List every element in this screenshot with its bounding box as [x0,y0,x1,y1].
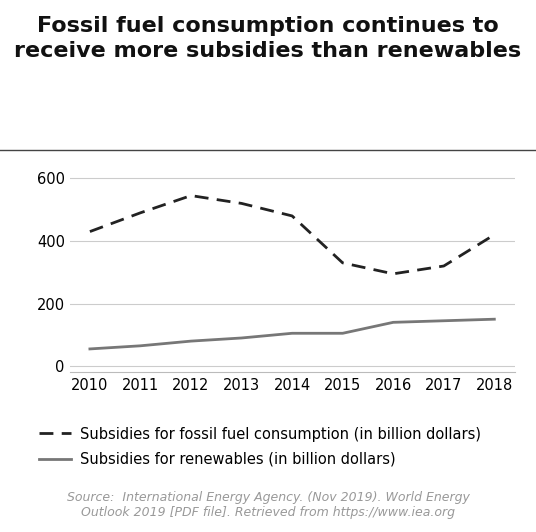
Legend: Subsidies for fossil fuel consumption (in billion dollars), Subsidies for renewa: Subsidies for fossil fuel consumption (i… [39,427,481,467]
Text: Source:  International Energy Agency. (Nov 2019). World Energy
Outlook 2019 [PDF: Source: International Energy Agency. (No… [66,491,470,519]
Text: Fossil fuel consumption continues to
receive more subsidies than renewables: Fossil fuel consumption continues to rec… [14,16,522,61]
